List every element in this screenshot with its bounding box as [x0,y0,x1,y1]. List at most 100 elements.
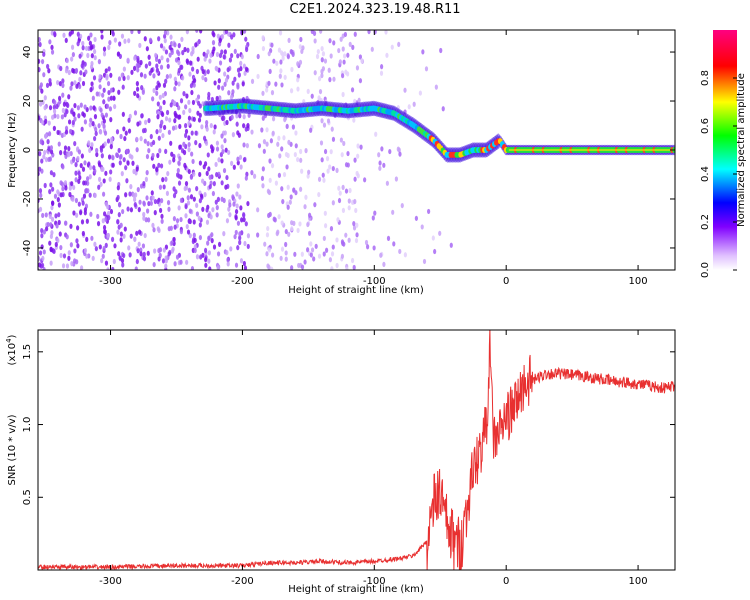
noise-speckle [152,163,156,169]
noise-speckle [276,141,280,147]
noise-speckle [225,250,229,256]
noise-speckle [56,189,60,195]
noise-speckle [179,216,183,223]
noise-speckle [39,101,43,107]
noise-speckle [266,263,270,269]
noise-speckle [57,212,61,218]
noise-speckle [60,181,65,187]
noise-speckle [279,255,283,261]
noise-speckle [56,197,60,203]
noise-speckle [280,82,284,88]
noise-speckle [40,244,44,250]
noise-speckle [355,222,359,228]
noise-speckle [322,122,327,128]
noise-speckle [65,108,69,115]
noise-speckle [353,198,357,205]
noise-speckle [88,192,92,198]
noise-speckle [145,195,149,201]
noise-speckle [221,85,225,91]
noise-speckle [149,200,153,206]
noise-speckle [46,221,50,228]
noise-speckle [110,136,114,142]
noise-speckle [135,166,139,172]
noise-speckle [147,148,151,154]
noise-speckle [390,44,394,50]
noise-speckle [339,137,343,143]
noise-speckle [193,247,197,254]
noise-speckle [91,255,95,262]
noise-speckle [94,130,98,137]
noise-speckle [68,185,72,191]
noise-speckle [128,153,132,159]
noise-speckle [236,156,240,162]
snr-frame [37,329,676,571]
noise-speckle [148,37,153,43]
noise-speckle [122,126,126,132]
noise-speckle [178,123,182,130]
noise-speckle [58,95,62,101]
noise-speckle [51,114,55,120]
noise-speckle [297,262,301,269]
noise-speckle [294,143,298,149]
noise-speckle [91,121,95,127]
noise-speckle [195,186,199,192]
noise-speckle [243,240,247,247]
noise-speckle [195,211,199,217]
noise-speckle [141,128,146,134]
noise-speckle [239,60,243,67]
noise-speckle [156,101,160,107]
noise-speckle [281,55,285,61]
noise-speckle [330,126,334,132]
noise-speckle [332,40,336,46]
noise-speckle [174,189,178,195]
noise-speckle [173,118,177,124]
noise-speckle [213,80,217,86]
noise-speckle [232,32,236,38]
noise-speckle [232,201,236,207]
noise-speckle [242,63,246,69]
noise-speckle [143,138,147,144]
noise-speckle [246,243,250,250]
noise-speckle [221,148,225,155]
noise-speckle [280,50,284,56]
noise-speckle [190,89,194,96]
noise-speckle [38,151,42,157]
noise-speckle [206,240,210,246]
colorbar-tick-label: 0.4 [700,166,711,182]
noise-speckle [59,192,63,198]
noise-speckle [133,110,138,116]
noise-speckle [58,81,62,87]
noise-speckle [228,212,232,218]
noise-speckle [52,125,56,131]
noise-speckle [220,49,224,55]
noise-speckle [190,130,194,136]
noise-speckle [380,146,384,152]
noise-speckle [169,140,173,146]
noise-speckle [187,141,191,148]
colorbar: 0.0 0.2 0.4 0.6 0.8 Normalized spectral ampl… [700,30,747,278]
noise-speckle [49,145,54,151]
noise-speckle [38,206,43,212]
noise-speckle [326,118,331,124]
y-tick-label: -40 [22,240,33,256]
noise-speckle [199,193,204,199]
noise-speckle [236,53,240,59]
noise-speckle [341,184,345,191]
noise-speckle [155,85,159,91]
noise-speckle [332,76,336,82]
noise-speckle [94,126,98,133]
noise-speckle [193,237,197,243]
noise-speckle [97,162,102,168]
noise-speckle [189,174,193,180]
y-scale-factor: (x104) [5,334,18,365]
noise-speckle [192,171,196,177]
noise-speckle [75,212,79,218]
noise-speckle [216,251,221,257]
noise-speckle [173,42,177,48]
noise-speckle [299,148,303,155]
noise-speckle [90,53,94,59]
noise-speckle [175,254,180,260]
noise-speckle [266,225,270,232]
noise-speckle [130,69,134,75]
noise-speckle [313,38,317,44]
